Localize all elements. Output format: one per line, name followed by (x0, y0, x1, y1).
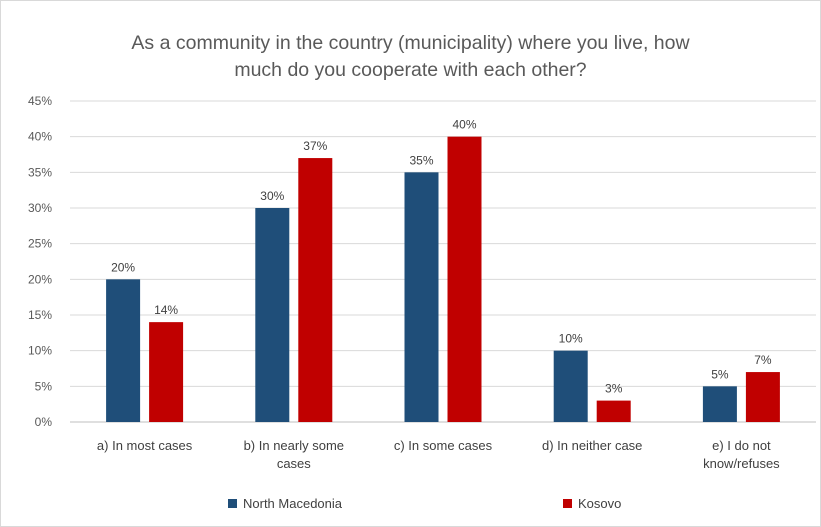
y-tick-label: 45% (28, 94, 52, 108)
bar (746, 372, 780, 422)
y-tick-label: 5% (35, 379, 53, 393)
x-category-label: cases (277, 456, 311, 471)
data-label: 35% (409, 153, 433, 167)
bar (149, 322, 183, 422)
x-category-label: b) In nearly some (244, 438, 344, 453)
legend-item-north-macedonia: North Macedonia (228, 496, 342, 511)
data-label: 7% (754, 353, 772, 367)
legend-swatch-kosovo (563, 499, 572, 508)
bar (597, 401, 631, 422)
y-tick-label: 35% (28, 165, 52, 179)
chart-legend: North Macedonia Kosovo (0, 496, 821, 516)
legend-label-north-macedonia: North Macedonia (243, 496, 342, 511)
y-tick-label: 10% (28, 344, 52, 358)
x-category-label: a) In most cases (97, 438, 193, 453)
data-label: 40% (452, 118, 476, 132)
data-label: 14% (154, 303, 178, 317)
y-tick-label: 25% (28, 237, 52, 251)
data-label: 10% (559, 332, 583, 346)
bar (554, 351, 588, 422)
data-label: 3% (605, 382, 623, 396)
bar (703, 386, 737, 422)
data-label: 20% (111, 260, 135, 274)
legend-label-kosovo: Kosovo (578, 496, 621, 511)
bar (255, 208, 289, 422)
y-tick-label: 40% (28, 130, 52, 144)
bar (298, 158, 332, 422)
legend-item-kosovo: Kosovo (563, 496, 621, 511)
y-tick-label: 20% (28, 272, 52, 286)
bar (106, 279, 140, 422)
x-category-label: e) I do not (712, 438, 771, 453)
x-category-label: d) In neither case (542, 438, 642, 453)
bar (405, 172, 439, 422)
y-tick-label: 15% (28, 308, 52, 322)
legend-swatch-north-macedonia (228, 499, 237, 508)
y-tick-label: 30% (28, 201, 52, 215)
data-label: 37% (303, 139, 327, 153)
data-label: 30% (260, 189, 284, 203)
x-category-label: know/refuses (703, 456, 780, 471)
x-category-label: c) In some cases (394, 438, 493, 453)
bar (448, 137, 482, 422)
y-tick-label: 0% (35, 415, 53, 429)
data-label: 5% (711, 367, 729, 381)
